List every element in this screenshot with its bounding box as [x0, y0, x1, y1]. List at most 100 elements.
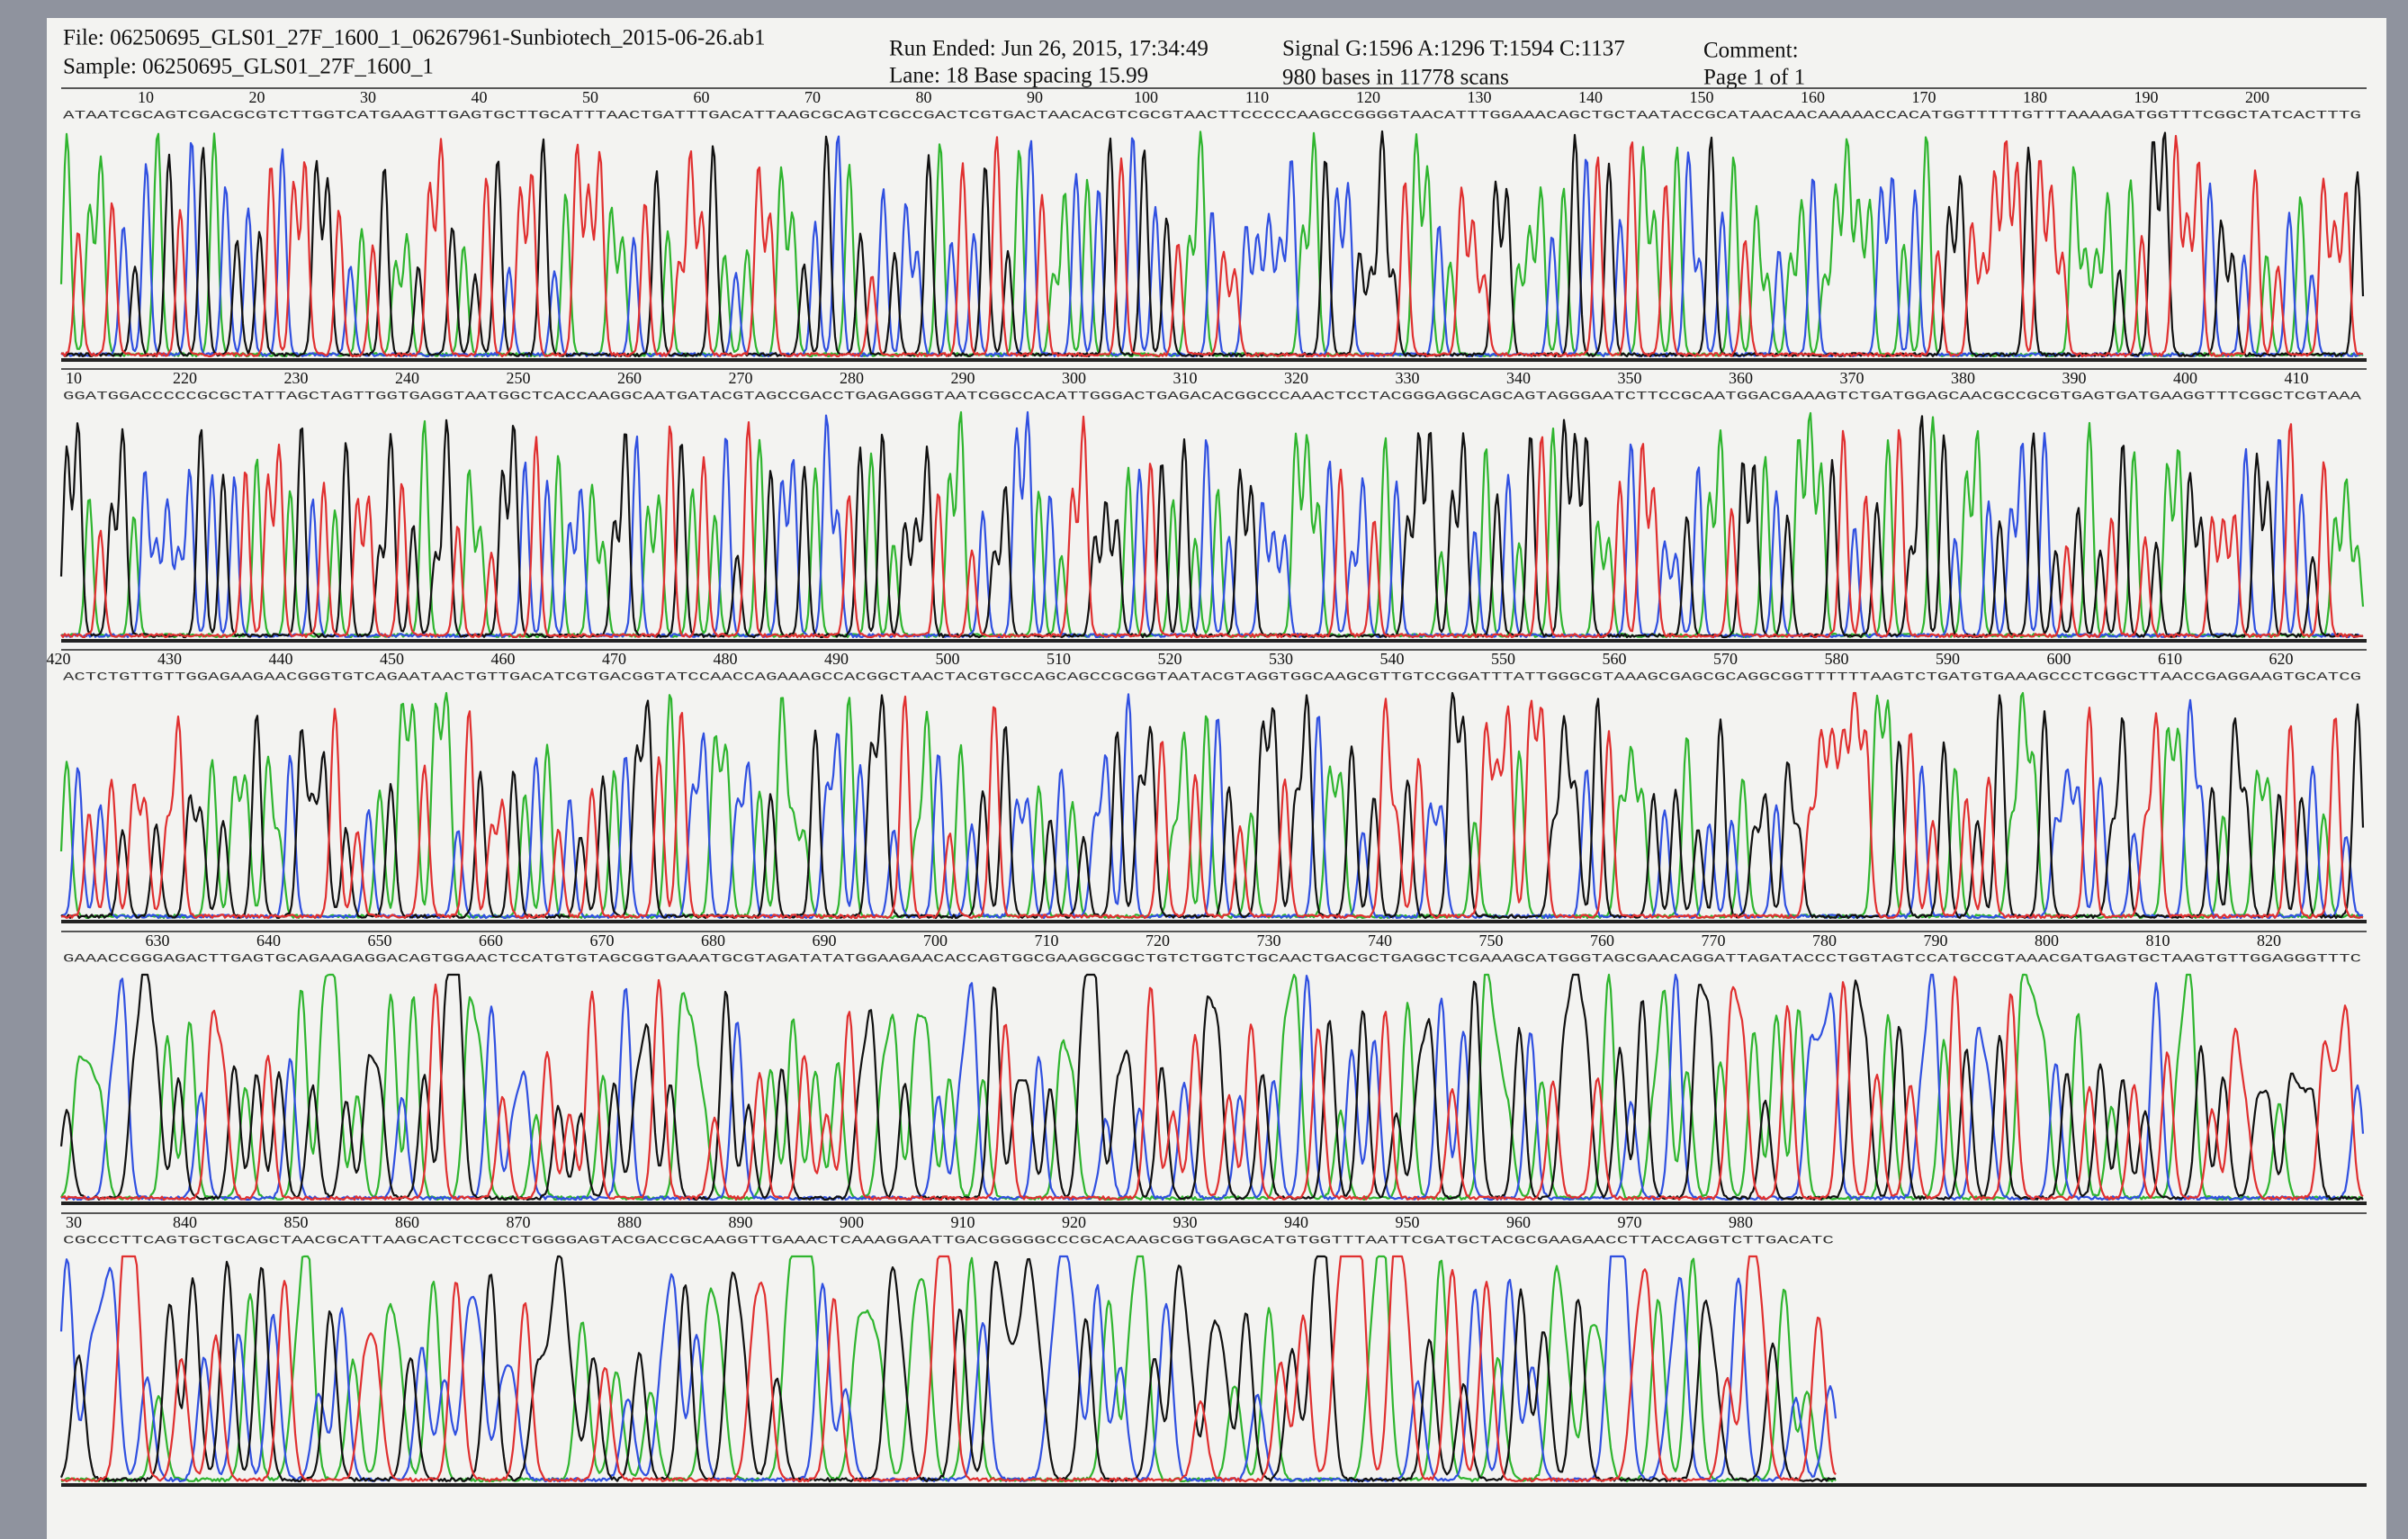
position-label: 980: [1729, 1213, 1753, 1231]
position-label: 780: [1812, 932, 1837, 950]
position-label: 970: [1618, 1213, 1642, 1231]
position-label: 600: [2047, 650, 2071, 668]
position-label: 30: [360, 88, 376, 106]
position-label: 400: [2173, 369, 2197, 387]
position-label: 110: [1245, 88, 1269, 106]
position-label: 70: [804, 88, 821, 106]
trace: [60, 134, 2364, 358]
position-label: 620: [2269, 650, 2294, 668]
position-label: 800: [2035, 932, 2059, 950]
position-label: 610: [2158, 650, 2182, 668]
position-label: 730: [1257, 932, 1281, 950]
position-label: 820: [2257, 932, 2281, 950]
lane: Lane: 18 Base spacing 15.99: [889, 64, 1148, 88]
position-label: 510: [1047, 650, 1071, 668]
position-label: 550: [1491, 650, 1515, 668]
position-label: 420: [47, 650, 71, 668]
position-label: 220: [173, 369, 197, 387]
panel: 630 640 650 660 670 680 690 700 710 720 730 740 750 7…: [59, 931, 2367, 1205]
position-label: 160: [1801, 88, 1825, 106]
trace: [59, 1255, 1837, 1483]
position-label: 430: [157, 650, 182, 668]
position-label: 320: [1284, 369, 1308, 387]
base-calls: CGCCCTTCAGTGCTGCAGCTAACGCATTAAGCACTCCGCC…: [63, 1233, 1834, 1246]
position-label: 630: [146, 932, 170, 950]
position-label: 520: [1158, 650, 1182, 668]
position-label: 580: [1825, 650, 1849, 668]
position-label: 10: [138, 88, 154, 106]
trace: [60, 1255, 1837, 1483]
position-label: 940: [1284, 1213, 1308, 1231]
file-name: File: 06250695_GLS01_27F_1600_1_06267961…: [63, 26, 766, 50]
panel: 10 220 230 240 250 260 270 280 290 300 310 320 330 34…: [59, 368, 2367, 643]
position-label: 850: [284, 1213, 309, 1231]
position-label: 840: [173, 1213, 197, 1231]
position-label: 740: [1368, 932, 1392, 950]
trace: [60, 976, 2364, 1202]
position-label: 750: [1479, 932, 1504, 950]
position-label: 20: [249, 88, 265, 106]
base-calls: ATAATCGCAGTCGACGCGTCTTGGTCATGAAGTTGAGTGC…: [63, 108, 2361, 122]
position-label: 640: [256, 932, 281, 950]
position-label: 880: [617, 1213, 642, 1231]
position-label: 240: [395, 369, 419, 387]
position-label: 50: [582, 88, 598, 106]
position-label: 120: [1356, 88, 1380, 106]
position-label: 80: [916, 88, 932, 106]
comment: Comment:: [1703, 39, 1799, 63]
position-label: 590: [1936, 650, 1960, 668]
position-label: 500: [936, 650, 960, 668]
position-label: 30: [66, 1213, 82, 1231]
position-label: 280: [840, 369, 864, 387]
trace: [59, 1255, 1837, 1483]
position-label: 460: [491, 650, 516, 668]
position-label: 710: [1035, 932, 1059, 950]
position-label: 140: [1578, 88, 1603, 106]
panel: 30 840 850 860 870 880 890 900 910 920 930 940 950 96…: [59, 1212, 2367, 1487]
run-ended: Run Ended: Jun 26, 2015, 17:34:49: [889, 37, 1208, 61]
position-label: 760: [1590, 932, 1614, 950]
panel: 10 20 30 40 50 60 70 80 90 100 110 120 130 140 150 160 1…: [59, 87, 2367, 362]
position-label: 360: [1729, 369, 1753, 387]
position-label: 260: [617, 369, 642, 387]
position-label: 130: [1468, 88, 1492, 106]
position-label: 370: [1840, 369, 1864, 387]
trace: [60, 691, 2364, 920]
position-label: 570: [1713, 650, 1738, 668]
position-label: 310: [1173, 369, 1198, 387]
position-label: 530: [1269, 650, 1293, 668]
trace: [60, 415, 2364, 639]
position-label: 250: [507, 369, 531, 387]
position-label: 300: [1062, 369, 1086, 387]
position-label: 910: [951, 1213, 975, 1231]
position-label: 680: [701, 932, 725, 950]
position-label: 60: [694, 88, 710, 106]
position-label: 440: [269, 650, 293, 668]
sample-name: Sample: 06250695_GLS01_27F_1600_1: [63, 55, 434, 79]
position-label: 870: [507, 1213, 531, 1231]
position-label: 690: [813, 932, 837, 950]
position-label: 920: [1062, 1213, 1086, 1231]
position-label: 930: [1173, 1213, 1198, 1231]
position-label: 700: [923, 932, 948, 950]
position-label: 170: [1912, 88, 1936, 106]
position-label: 860: [395, 1213, 419, 1231]
page-number: Page 1 of 1: [1703, 66, 1805, 90]
signal: Signal G:1596 A:1296 T:1594 C:1137: [1282, 37, 1625, 61]
position-label: 380: [1951, 369, 1975, 387]
position-label: 490: [824, 650, 849, 668]
position-label: 950: [1396, 1213, 1420, 1231]
position-label: 150: [1690, 88, 1714, 106]
base-calls: GGATGGACCCCCGCGCTATTAGCTAGTTGGTGAGGTAATG…: [63, 389, 2361, 402]
position-label: 90: [1027, 88, 1043, 106]
position-label: 660: [479, 932, 503, 950]
base-calls: ACTCTGTTGTTGGAGAAGAACGGGTGTCAGAATAACTGTT…: [63, 670, 2361, 683]
position-label: 340: [1506, 369, 1531, 387]
position-label: 290: [951, 369, 975, 387]
position-label: 270: [729, 369, 753, 387]
position-label: 480: [714, 650, 738, 668]
trace: [60, 973, 2365, 1202]
panels: 10 20 30 40 50 60 70 80 90 100 110 120 130 140 150 160 1…: [47, 87, 2367, 1487]
position-label: 470: [602, 650, 626, 668]
